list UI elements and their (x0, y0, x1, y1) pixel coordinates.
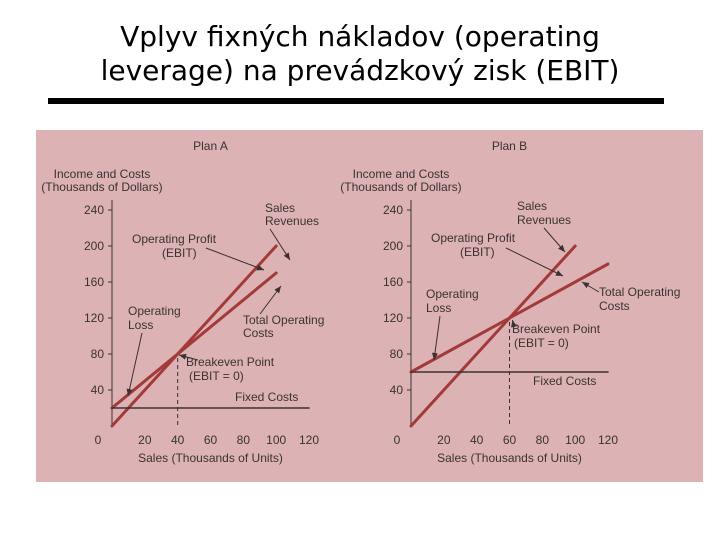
x-tick-label: 120 (598, 433, 618, 447)
y-tick-label: 160 (84, 275, 104, 289)
x-axis-label: Sales (Thousands of Units) (437, 451, 582, 465)
annotation-loss-arrow-head (126, 388, 133, 396)
annotation-sales-arrow-head (283, 252, 290, 260)
annotation-profit-arrow-head (555, 270, 563, 276)
annotation-loss-line-1: Operating (426, 287, 479, 301)
y-tick-label: 80 (91, 347, 105, 361)
annotation-sales-line-2: Revenues (517, 213, 571, 227)
x-tick-label: 0 (95, 433, 102, 447)
y-tick-label: 40 (390, 383, 404, 397)
sales-revenues-line (409, 244, 577, 428)
x-tick-label: 60 (204, 433, 218, 447)
x-axis-label: Sales (Thousands of Units) (138, 451, 283, 465)
chart-title: Plan B (492, 139, 527, 153)
annotation-profit-line-2: (EBIT) (162, 246, 197, 260)
slide-title: Vplyv fixných nákladov (operating levera… (0, 20, 720, 88)
y-axis-label-line-2: (Thousands of Dollars) (41, 180, 162, 194)
y-axis-label-line-2: (Thousands of Dollars) (340, 180, 461, 194)
annotation-sales-arrow-head (558, 244, 565, 252)
sales-revenues-line (110, 244, 278, 428)
annotation-toc-arrow-head (582, 282, 590, 289)
x-tick-label: 80 (237, 433, 251, 447)
y-axis-label-line-1: Income and Costs (353, 167, 450, 181)
annotation-breakeven-arrow-head (511, 320, 517, 328)
y-tick-label: 120 (383, 311, 403, 325)
x-tick-label: 40 (470, 433, 484, 447)
chart-panel-2: Plan B Income and Costs(Thousands of Doll… (340, 139, 680, 465)
y-tick-label: 80 (390, 347, 404, 361)
annotation-profit-arrow (505, 247, 564, 277)
y-tick-label: 200 (84, 239, 104, 253)
annotation-fixed-costs: Fixed Costs (533, 374, 596, 388)
x-tick-label: 60 (503, 433, 517, 447)
annotation-breakeven-line-1: Breakeven Point (512, 322, 601, 336)
annotation-fixed-costs: Fixed Costs (235, 390, 298, 404)
total-operating-costs-line (409, 262, 610, 374)
annotation-toc-line-1: Total Operating (599, 285, 680, 299)
x-tick-label: 20 (437, 433, 451, 447)
y-tick-label: 240 (84, 203, 104, 217)
y-tick-label: 160 (383, 275, 403, 289)
annotation-toc-arrow-head (274, 286, 281, 294)
total-operating-costs-line (110, 271, 278, 410)
annotation-breakeven-line-1: Breakeven Point (186, 355, 275, 369)
annotation-loss-arrow (127, 332, 143, 397)
annotation-profit-line-1: Operating Profit (132, 232, 217, 246)
y-tick-label: 120 (84, 311, 104, 325)
annotation-breakeven-arrow-head (179, 353, 187, 360)
annotation-profit-arrow (205, 247, 265, 271)
annotation-sales-line-2: Revenues (265, 214, 319, 228)
annotation-sales-line-1: Sales (265, 201, 295, 215)
slide-title-line-2: leverage) na prevádzkový zisk (EBIT) (100, 54, 620, 87)
annotation-toc-line-2: Costs (599, 299, 630, 313)
x-tick-label: 80 (536, 433, 550, 447)
annotation-loss-line-2: Loss (128, 318, 153, 332)
annotation-loss-arrow-head (431, 352, 438, 360)
x-tick-label: 40 (171, 433, 185, 447)
annotation-profit-line-1: Operating Profit (431, 231, 516, 245)
y-axis-label-line-1: Income and Costs (54, 167, 151, 181)
x-tick-label: 20 (138, 433, 152, 447)
annotation-loss-arrow (433, 315, 441, 361)
slide-title-line-1: Vplyv fixných nákladov (operating (120, 20, 600, 53)
annotation-sales-line-1: Sales (517, 199, 547, 213)
chart-panel-1: Plan A Income and Costs(Thousands of Doll… (41, 139, 324, 465)
annotation-loss-line-2: Loss (426, 301, 451, 315)
annotation-breakeven-line-2: (EBIT = 0) (189, 369, 244, 383)
annotation-toc-line-1: Total Operating (243, 313, 324, 327)
title-underline (48, 98, 664, 104)
chart-figure: Plan A Income and Costs (Thousands of Doll… (36, 130, 703, 482)
y-tick-label: 200 (383, 239, 403, 253)
y-tick-label: 40 (91, 383, 105, 397)
x-tick-label: 120 (299, 433, 319, 447)
x-tick-label: 100 (565, 433, 585, 447)
annotation-toc-line-2: Costs (243, 326, 274, 340)
chart-title: Plan A (193, 139, 228, 153)
annotation-profit-line-2: (EBIT) (460, 245, 495, 259)
annotation-breakeven-line-2: (EBIT = 0) (514, 336, 569, 350)
annotation-loss-line-1: Operating (128, 304, 181, 318)
x-tick-label: 100 (266, 433, 286, 447)
x-tick-label: 0 (394, 433, 401, 447)
y-tick-label: 240 (383, 203, 403, 217)
annotation-profit-arrow-head (256, 264, 264, 271)
